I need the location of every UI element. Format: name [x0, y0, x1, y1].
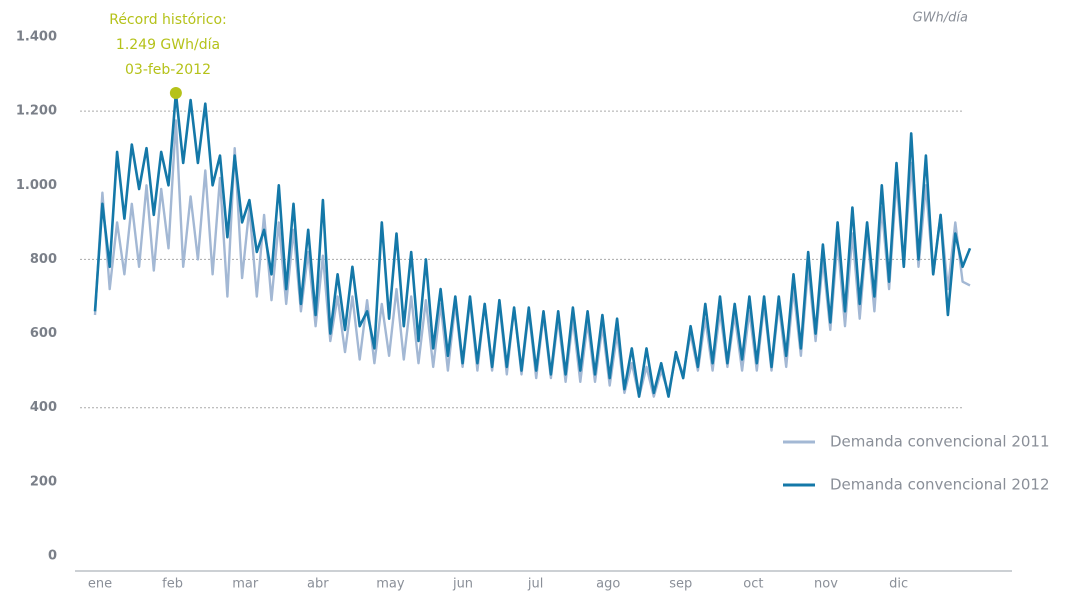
y-tick-label: 800: [30, 252, 57, 267]
y-tick-label: 200: [30, 474, 57, 489]
legend-label: Demanda convencional 2011: [830, 433, 1050, 451]
x-tick-label: jun: [452, 577, 473, 592]
x-tick-label: may: [376, 577, 405, 592]
x-tick-label: sep: [669, 577, 692, 592]
y-tick-label: 400: [30, 400, 57, 415]
x-tick-label: dic: [889, 577, 908, 592]
y-tick-label: 1.000: [16, 178, 57, 193]
y-tick-label: 1.400: [16, 30, 57, 45]
series-line: [93, 91, 972, 398]
x-tick-label: oct: [743, 577, 763, 592]
x-tick-label: abr: [307, 577, 329, 592]
x-tick-label: jul: [527, 577, 543, 592]
record-point: [169, 86, 182, 99]
x-tick-label: ene: [88, 577, 112, 592]
x-tick-label: nov: [814, 577, 838, 592]
annotation-text: Récord histórico:: [109, 12, 227, 28]
series-line: [93, 119, 971, 398]
annotation-text: 03-feb-2012: [125, 62, 211, 78]
x-tick-label: ago: [596, 577, 620, 592]
x-tick-label: mar: [232, 577, 259, 592]
annotation-text: 1.249 GWh/día: [116, 37, 220, 53]
unit-label: GWh/día: [913, 11, 968, 26]
legend-label: Demanda convencional 2012: [830, 476, 1050, 494]
y-tick-label: 0: [48, 549, 57, 564]
x-tick-label: feb: [162, 577, 183, 592]
y-tick-label: 1.200: [16, 104, 57, 119]
y-tick-label: 600: [30, 326, 57, 341]
